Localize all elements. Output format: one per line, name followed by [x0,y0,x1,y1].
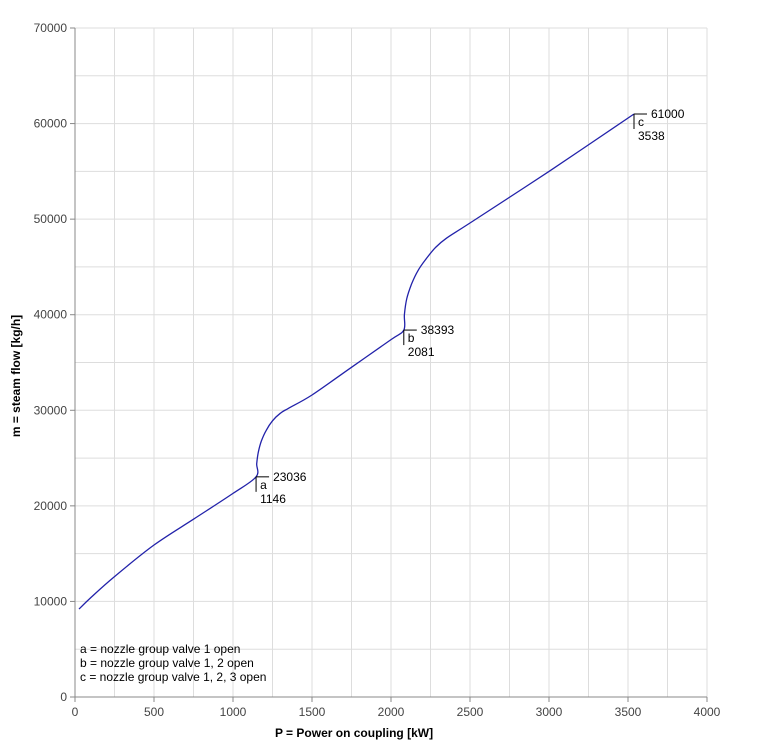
y-tick-label: 0 [60,690,67,704]
x-tick-label: 1500 [299,705,326,719]
x-tick-label: 3500 [615,705,642,719]
y-axis-title: m = steam flow [kg/h] [9,315,23,437]
annotation-x-value: 2081 [408,345,435,359]
legend-line-c: c = nozzle group valve 1, 2, 3 open [80,670,266,684]
x-tick-label: 2000 [378,705,405,719]
legend: a = nozzle group valve 1 open b = nozzle… [80,642,266,684]
annotation-y-value: 23036 [273,470,307,484]
y-tick-label: 20000 [34,499,68,513]
steam-flow-line [78,113,635,610]
y-tick-label: 40000 [34,308,68,322]
x-tick-label: 500 [144,705,164,719]
legend-line-b: b = nozzle group valve 1, 2 open [80,656,254,670]
grid [75,27,708,697]
y-tick-label: 60000 [34,117,68,131]
y-tick-label: 70000 [34,21,68,35]
annotation-y-value: 38393 [421,323,455,337]
y-tick-label: 50000 [34,212,68,226]
annotation-y-value: 61000 [651,107,685,121]
y-tick-label: 30000 [34,403,68,417]
x-tick-label: 1000 [220,705,247,719]
x-tick-label: 2500 [457,705,484,719]
x-tick-label: 4000 [694,705,721,719]
annotation-x-value: 1146 [260,492,286,506]
x-tick-label: 3000 [536,705,563,719]
series [78,113,635,610]
annotation-letter: a [260,478,267,492]
x-axis-title: P = Power on coupling [kW] [275,726,433,740]
tick-labels: 0 500 1000 1500 2000 2500 3000 3500 400001000020… [34,21,721,719]
annotation-x-value: 3538 [638,129,665,143]
annotation-letter: c [638,115,644,129]
axes [70,27,708,702]
legend-line-a: a = nozzle group valve 1 open [80,642,240,656]
annotation-letter: b [408,331,415,345]
x-tick-label: 0 [72,705,79,719]
y-tick-label: 10000 [34,594,68,608]
